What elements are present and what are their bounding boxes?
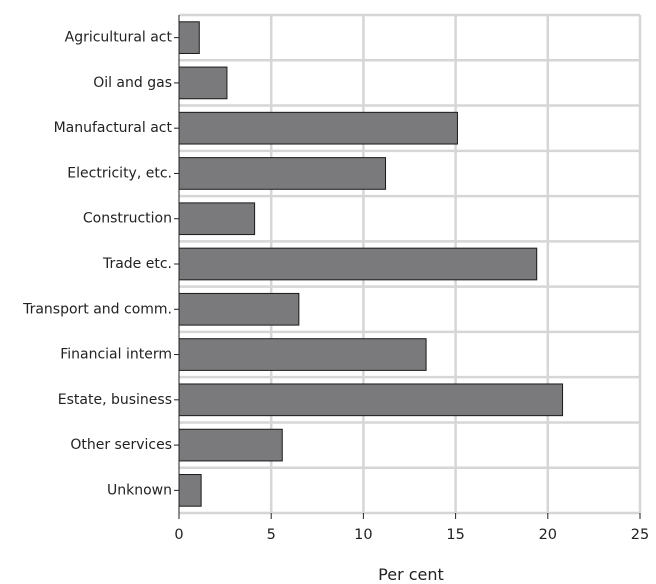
x-tick-label: 10	[354, 527, 372, 543]
category-label: Trade etc.	[102, 256, 172, 272]
x-tick-label: 15	[446, 527, 464, 543]
x-tick-label: 20	[539, 527, 557, 543]
bar-unknown	[178, 474, 202, 507]
bar-financial-interm	[178, 338, 427, 371]
category-label: Financial interm	[60, 347, 172, 363]
labels: Agricultural act Oil and gas Manufactural …	[22, 30, 649, 543]
category-label: Electricity, etc.	[67, 165, 172, 181]
axes	[174, 15, 641, 519]
category-label: Manufactural act	[54, 120, 173, 136]
x-axis-title: Per cent	[378, 565, 444, 584]
category-label: Construction	[83, 211, 172, 227]
bars	[178, 21, 564, 507]
bar-construction	[178, 202, 256, 236]
bar-estate-business	[178, 383, 564, 417]
category-label: Unknown	[107, 482, 172, 498]
bar-oil-and-gas	[178, 66, 228, 100]
bar-other-services	[178, 428, 283, 462]
bar-manufactural-act	[178, 111, 458, 145]
category-label: Other services	[70, 437, 172, 453]
category-label: Transport and comm.	[22, 301, 172, 317]
x-tick-label: 25	[631, 527, 649, 543]
bar-trade-etc	[178, 247, 538, 281]
bar-agricultural-act	[178, 21, 200, 54]
x-tick-label: 0	[174, 527, 183, 543]
bar-transport-and-comm	[178, 292, 300, 326]
category-label: Estate, business	[58, 392, 172, 408]
bar-electricity-etc	[178, 157, 387, 190]
x-tick-label: 5	[267, 527, 276, 543]
category-label: Agricultural act	[65, 30, 173, 46]
category-label: Oil and gas	[93, 75, 172, 91]
